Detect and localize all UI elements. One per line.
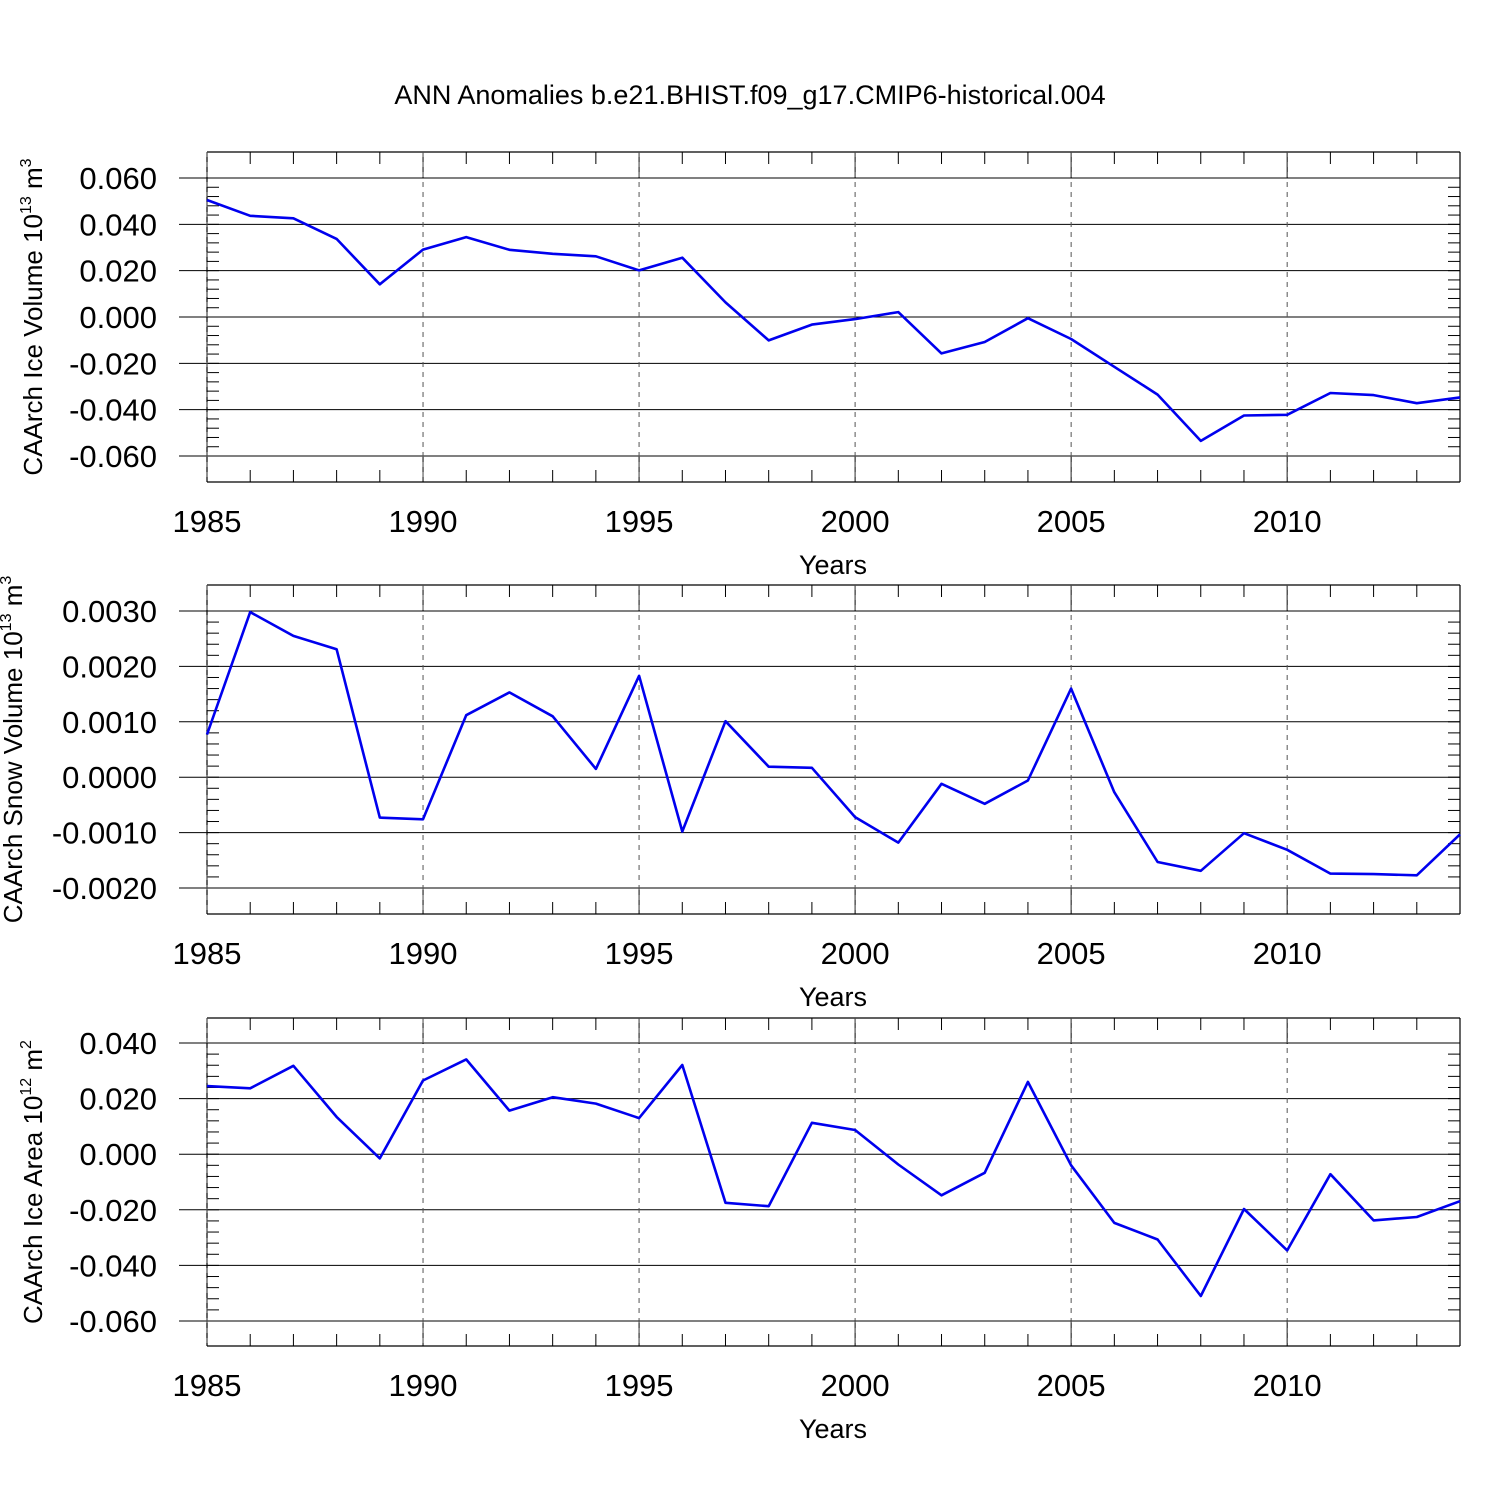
x-tick-label: 1995 xyxy=(605,936,674,971)
y-tick-label: -0.040 xyxy=(69,393,157,428)
y-tick-label: 0.060 xyxy=(79,161,157,196)
x-tick-label: 2000 xyxy=(821,936,890,971)
x-tick-label: 1990 xyxy=(389,504,458,539)
y-tick-label: 0.040 xyxy=(79,207,157,242)
x-tick-label: 1990 xyxy=(389,1368,458,1403)
y-tick-label: 0.0030 xyxy=(62,594,157,629)
x-tick-label: 2000 xyxy=(821,504,890,539)
x-tick-label: 1985 xyxy=(173,504,242,539)
y-axis-label: CAArch Ice Volume 1013 m3 xyxy=(18,158,48,475)
x-axis-label: Years xyxy=(799,1414,867,1444)
y-tick-label: 0.040 xyxy=(79,1026,157,1061)
x-tick-label: 2010 xyxy=(1253,1368,1322,1403)
x-tick-label: 1990 xyxy=(389,936,458,971)
y-tick-label: -0.020 xyxy=(69,346,157,381)
y-tick-label: -0.040 xyxy=(69,1248,157,1283)
series-line xyxy=(206,1058,1461,1298)
y-tick-label: -0.060 xyxy=(69,439,157,474)
x-tick-label: 2005 xyxy=(1037,504,1106,539)
series-line xyxy=(205,610,1461,877)
x-tick-label: 2005 xyxy=(1037,936,1106,971)
y-axis-label: CAArch Snow Volume 1013 m3 xyxy=(0,576,28,924)
y-tick-label: -0.060 xyxy=(69,1304,157,1339)
y-tick-label: 0.0020 xyxy=(62,649,157,684)
y-tick-label: 0.0000 xyxy=(62,760,157,795)
x-tick-label: 2005 xyxy=(1037,1368,1106,1403)
panel-snow-volume: 0.0030 0.0020 0.0010 0.0000 -0.0010 -0.0020 19… xyxy=(0,576,1461,1012)
x-tick-label: 2000 xyxy=(821,1368,890,1403)
x-tick-label: 1985 xyxy=(173,936,242,971)
chart-title: ANN Anomalies b.e21.BHIST.f09_g17.CMIP6-… xyxy=(394,80,1105,110)
panel-ice-area: 0.040 0.020 0.000 -0.020 -0.040 -0.060 1985 199… xyxy=(18,1017,1461,1444)
series-line xyxy=(206,198,1461,443)
y-tick-label: -0.0020 xyxy=(52,871,157,906)
x-tick-label: 2010 xyxy=(1253,504,1322,539)
panel-ice-volume: 0.060 0.040 0.020 0.000 -0.020 -0.040 -0.060 19… xyxy=(18,151,1461,580)
y-tick-label: 0.000 xyxy=(79,1137,157,1172)
y-tick-label: -0.0010 xyxy=(52,816,157,851)
y-tick-label: 0.0010 xyxy=(62,705,157,740)
y-tick-label: -0.020 xyxy=(69,1193,157,1228)
y-tick-label: 0.020 xyxy=(79,1082,157,1117)
x-tick-label: 1995 xyxy=(605,1368,674,1403)
y-tick-label: 0.020 xyxy=(79,254,157,289)
x-tick-label: 1985 xyxy=(173,1368,242,1403)
x-axis-label: Years xyxy=(799,550,867,580)
x-tick-label: 1995 xyxy=(605,504,674,539)
y-tick-label: 0.000 xyxy=(79,300,157,335)
x-axis-label: Years xyxy=(799,982,867,1012)
y-axis-label: CAArch Ice Area 1012 m2 xyxy=(18,1040,48,1324)
x-tick-label: 2010 xyxy=(1253,936,1322,971)
